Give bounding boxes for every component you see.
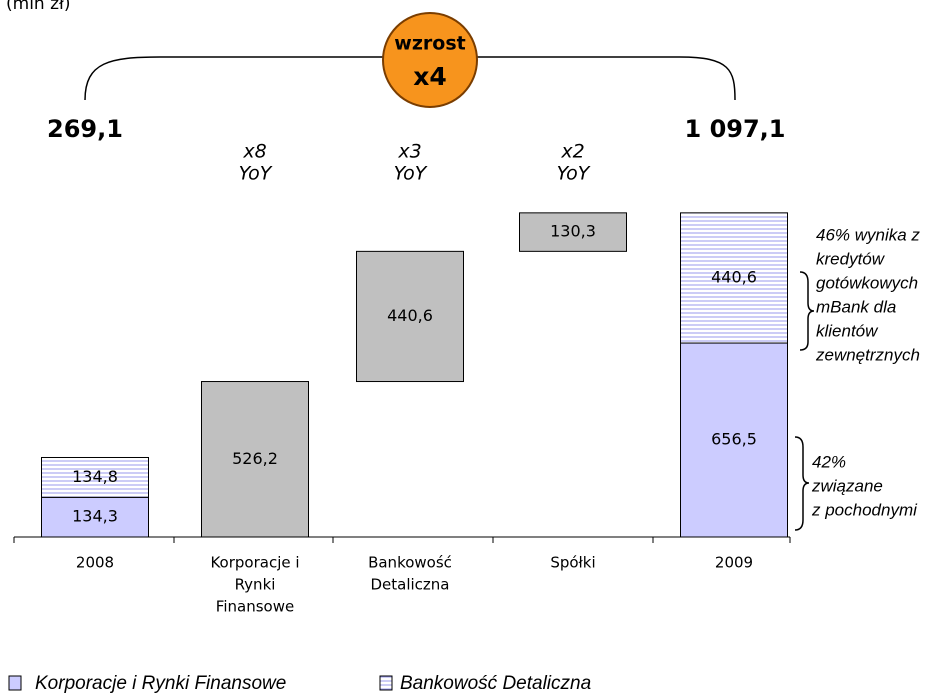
- unit-label: (mln zł): [6, 0, 70, 14]
- delta-bar: [201, 381, 309, 538]
- note: mBank dla: [816, 297, 896, 316]
- value-label: 656,5: [711, 430, 757, 449]
- note: 46% wynika z: [816, 225, 920, 244]
- bar-segment: [41, 456, 149, 498]
- note: z pochodnymi: [811, 500, 918, 519]
- bracket: [799, 271, 815, 351]
- growth-label: x2: [560, 141, 584, 163]
- x-tick-label: Bankowość: [368, 554, 452, 572]
- note: kredytów: [816, 249, 886, 268]
- growth-label: YoY: [239, 163, 273, 185]
- x-tick-label: 2009: [715, 554, 753, 572]
- growth-label: YoY: [557, 163, 591, 185]
- bracket: [794, 436, 810, 531]
- note: związane: [811, 476, 883, 495]
- x-tick-label: Finansowe: [216, 598, 294, 616]
- growth-label: YoY: [394, 163, 428, 185]
- value-label: 134,8: [72, 467, 118, 486]
- note: gotówkowych: [816, 273, 918, 292]
- legend-swatch: [379, 675, 393, 691]
- note: zewnętrznych: [815, 345, 920, 364]
- badge-text: x4: [413, 62, 447, 91]
- x-tick-label: Detaliczna: [370, 576, 449, 594]
- delta-bar: [519, 212, 627, 252]
- total-label: 1 097,1: [685, 115, 786, 143]
- x-tick-label: Rynki: [235, 576, 276, 594]
- note: klientów: [816, 321, 879, 340]
- legend-label: Korporacje i Rynki Finansowe: [35, 673, 286, 694]
- total-label: 269,1: [47, 115, 123, 143]
- badge-text: wzrost: [394, 33, 465, 55]
- growth-arc: [84, 56, 736, 101]
- delta-bar: [356, 250, 464, 383]
- bar-segment: [680, 342, 788, 538]
- bar-segment: [680, 212, 788, 344]
- badge: [382, 12, 478, 108]
- legend-label: Bankowość Detaliczna: [400, 673, 591, 694]
- note: 42%: [812, 452, 846, 471]
- x-tick-label: Spółki: [550, 554, 595, 572]
- bar-segment: [41, 496, 149, 538]
- growth-label: x8: [242, 141, 266, 163]
- value-label: 130,3: [550, 222, 596, 241]
- x-tick-label: Korporacje i: [210, 554, 299, 572]
- value-label: 440,6: [711, 267, 757, 286]
- value-label: 440,6: [387, 306, 433, 325]
- value-label: 134,3: [72, 507, 118, 526]
- legend-swatch: [8, 675, 22, 691]
- growth-label: x3: [397, 141, 421, 163]
- value-label: 526,2: [232, 449, 278, 468]
- x-tick-label: 2008: [76, 554, 114, 572]
